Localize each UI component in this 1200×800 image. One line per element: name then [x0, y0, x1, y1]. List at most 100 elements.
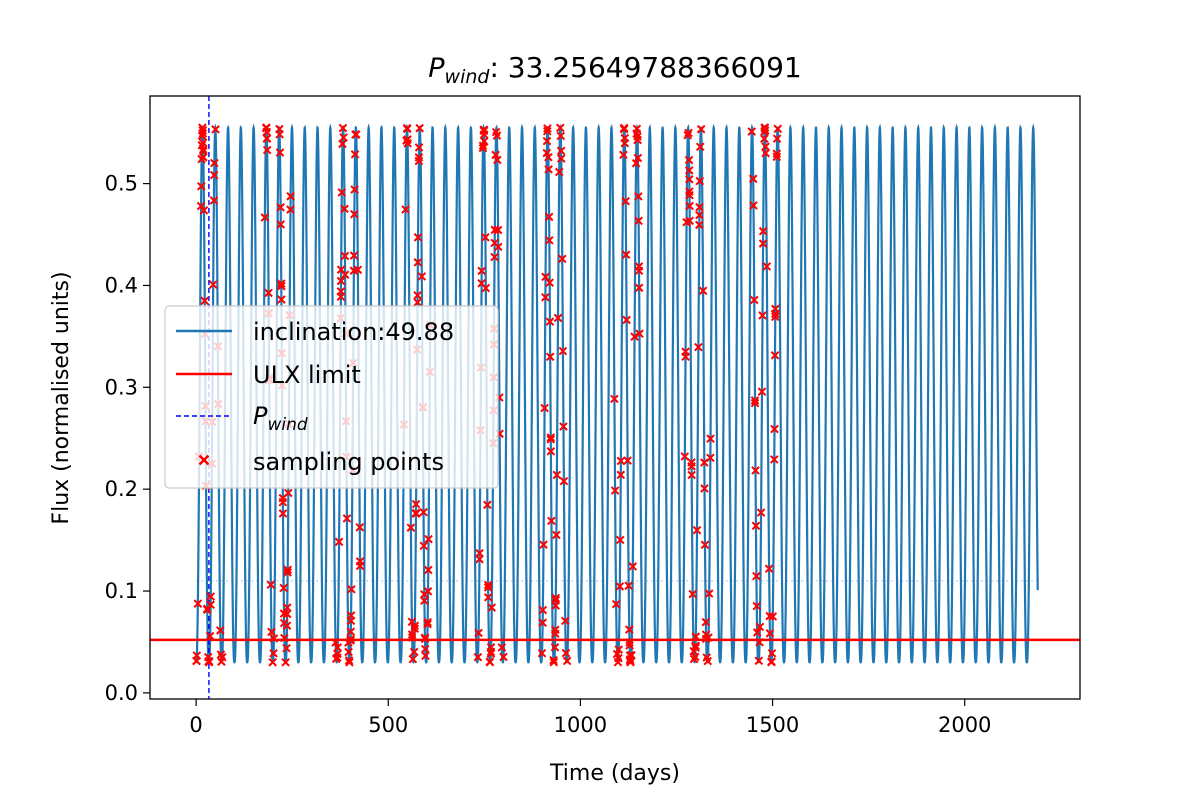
sampling-point-stroke: [695, 210, 704, 220]
sampling-point: [551, 625, 560, 635]
sampling-point-stroke: [542, 126, 552, 136]
sampling-point-stroke: [681, 347, 690, 356]
sampling-point: [560, 616, 570, 626]
sampling-point: [758, 239, 768, 248]
sampling-point: [420, 634, 430, 644]
sampling-point: [550, 642, 560, 652]
sampling-point: [752, 628, 762, 637]
sampling-point: [539, 540, 548, 550]
sampling-point: [269, 648, 278, 658]
sampling-point-stroke: [695, 176, 705, 186]
sampling-point: [346, 634, 355, 644]
sampling-point: [423, 619, 432, 629]
sampling-point-stroke: [556, 131, 566, 141]
sampling-point-stroke: [408, 654, 418, 664]
sampling-point-stroke: [407, 630, 417, 639]
sampling-point: [347, 584, 356, 594]
sampling-point: [619, 150, 628, 160]
sampling-point-stroke: [481, 232, 490, 242]
sampling-point: [691, 632, 701, 641]
sampling-point-stroke: [625, 641, 634, 650]
sampling-point-stroke: [275, 148, 285, 157]
sampling-point: [754, 656, 764, 666]
sampling-point: [770, 351, 780, 360]
sampling-point-stroke: [546, 447, 556, 456]
sampling-point: [772, 149, 782, 159]
sampling-point-stroke: [203, 652, 213, 662]
sampling-point: [616, 456, 626, 466]
sampling-point-stroke: [551, 625, 560, 635]
sampling-point: [283, 565, 292, 575]
sampling-point: [610, 486, 620, 495]
sampling-point: [700, 458, 709, 467]
y-tick-label: 0.4: [105, 273, 138, 297]
sampling-point-stroke: [200, 296, 210, 306]
sampling-point: [695, 220, 704, 230]
sampling-point-stroke: [624, 625, 634, 634]
sampling-point: [339, 133, 348, 142]
sampling-point-stroke: [423, 565, 433, 575]
sampling-point: [344, 656, 354, 665]
sampling-point: [610, 394, 619, 404]
sampling-point: [409, 647, 419, 657]
sampling-point-stroke: [748, 174, 758, 184]
sampling-point: [546, 433, 556, 442]
sampling-point-stroke: [261, 123, 271, 133]
sampling-point-stroke: [552, 530, 561, 540]
sampling-point: [695, 202, 704, 212]
sampling-point-stroke: [695, 220, 704, 230]
sampling-point-stroke: [413, 233, 423, 242]
sampling-point: [483, 580, 493, 590]
sampling-point: [611, 599, 621, 609]
sampling-point: [407, 633, 417, 642]
sampling-point: [542, 126, 552, 136]
sampling-point-stroke: [625, 638, 634, 647]
sampling-point-stroke: [549, 657, 559, 667]
sampling-point: [772, 152, 782, 162]
sampling-point-stroke: [551, 593, 561, 603]
sampling-point: [546, 435, 556, 444]
sampling-point: [634, 262, 644, 271]
sampling-point-stroke: [769, 455, 779, 464]
sampling-point: [695, 176, 705, 186]
sampling-point: [481, 232, 490, 242]
sampling-point-stroke: [205, 631, 215, 641]
sampling-point-stroke: [286, 191, 295, 201]
sampling-point-stroke: [497, 643, 507, 652]
sampling-point-stroke: [615, 582, 625, 591]
sampling-point-stroke: [487, 603, 497, 612]
sampling-point-stroke: [417, 272, 427, 281]
sampling-point: [269, 634, 279, 643]
sampling-point: [487, 603, 497, 612]
sampling-point-stroke: [634, 262, 644, 271]
sampling-point-stroke: [631, 158, 641, 168]
legend-swatch-sampling: [198, 454, 210, 466]
sampling-point: [761, 148, 770, 158]
sampling-point: [199, 206, 209, 215]
sampling-point: [698, 286, 708, 296]
sampling-point: [200, 296, 210, 306]
sampling-point: [286, 205, 295, 214]
sampling-point-stroke: [628, 562, 638, 571]
sampling-point: [208, 280, 218, 289]
sampling-point: [557, 254, 567, 264]
sampling-point: [555, 123, 565, 133]
sampling-point: [411, 499, 421, 509]
sampling-point: [704, 589, 714, 598]
sampling-point: [350, 209, 359, 219]
sampling-point-stroke: [415, 123, 424, 133]
sampling-point: [556, 146, 566, 156]
sampling-point-stroke: [760, 134, 769, 144]
sampling-point: [276, 220, 286, 229]
sampling-point-stroke: [701, 634, 711, 644]
sampling-point-stroke: [420, 589, 429, 599]
sampling-point: [210, 158, 219, 168]
sampling-point-stroke: [403, 135, 412, 144]
sampling-point-stroke: [409, 647, 419, 657]
sampling-point: [634, 192, 643, 201]
sampling-point: [615, 535, 625, 545]
sampling-point-stroke: [690, 652, 700, 662]
sampling-point: [771, 309, 780, 319]
sampling-point: [547, 516, 556, 526]
sampling-point: [756, 508, 766, 517]
